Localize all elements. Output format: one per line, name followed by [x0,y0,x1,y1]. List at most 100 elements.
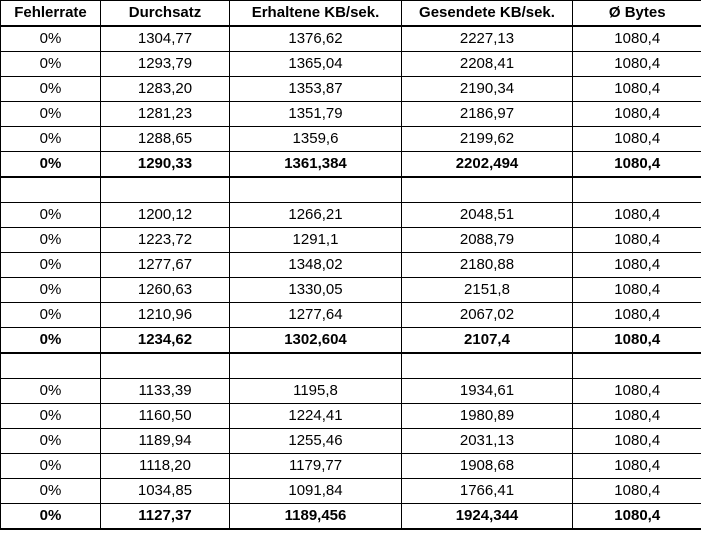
cell-erhaltene: 1091,84 [229,478,402,504]
spacer-row [0,352,701,379]
cell-gesendete: 2067,02 [401,302,573,328]
cell-bytes: 1080,4 [572,252,701,278]
cell-fehlerrate: 0% [0,478,101,504]
summary-cell-durchsatz: 1290,33 [100,151,230,178]
summary-cell-durchsatz: 1234,62 [100,327,230,354]
header-gesendete: Gesendete KB/sek. [401,0,573,27]
summary-cell-durchsatz: 1127,37 [100,503,230,530]
table-row: 0% 1260,63 1330,05 2151,8 1080,4 [0,277,701,303]
header-erhaltene: Erhaltene KB/sek. [229,0,402,27]
table-row: 0% 1304,77 1376,62 2227,13 1080,4 [0,25,701,52]
cell-gesendete: 2151,8 [401,277,573,303]
cell-fehlerrate: 0% [0,428,101,454]
cell-bytes: 1080,4 [572,126,701,152]
summary-row: 0% 1290,33 1361,384 2202,494 1080,4 [0,151,701,178]
empty-cell [100,352,230,379]
cell-bytes: 1080,4 [572,277,701,303]
cell-gesendete: 1908,68 [401,453,573,479]
cell-gesendete: 2227,13 [401,25,573,52]
cell-bytes: 1080,4 [572,478,701,504]
cell-fehlerrate: 0% [0,202,101,228]
empty-cell [229,352,402,379]
cell-fehlerrate: 0% [0,51,101,77]
cell-durchsatz: 1260,63 [100,277,230,303]
table-row: 0% 1283,20 1353,87 2190,34 1080,4 [0,76,701,102]
summary-row: 0% 1127,37 1189,456 1924,344 1080,4 [0,503,701,530]
cell-erhaltene: 1353,87 [229,76,402,102]
table-row: 0% 1293,79 1365,04 2208,41 1080,4 [0,51,701,77]
cell-gesendete: 2048,51 [401,202,573,228]
cell-durchsatz: 1034,85 [100,478,230,504]
cell-fehlerrate: 0% [0,227,101,253]
cell-fehlerrate: 0% [0,101,101,127]
summary-cell-erhaltene: 1302,604 [229,327,402,354]
cell-fehlerrate: 0% [0,277,101,303]
cell-bytes: 1080,4 [572,202,701,228]
cell-durchsatz: 1118,20 [100,453,230,479]
table-row: 0% 1189,94 1255,46 2031,13 1080,4 [0,428,701,454]
table-row: 0% 1160,50 1224,41 1980,89 1080,4 [0,403,701,429]
cell-erhaltene: 1277,64 [229,302,402,328]
table-row: 0% 1223,72 1291,1 2088,79 1080,4 [0,227,701,253]
cell-fehlerrate: 0% [0,252,101,278]
cell-durchsatz: 1293,79 [100,51,230,77]
table-row: 0% 1133,39 1195,8 1934,61 1080,4 [0,378,701,404]
empty-cell [401,176,573,203]
cell-gesendete: 2190,34 [401,76,573,102]
cell-erhaltene: 1255,46 [229,428,402,454]
table-row: 0% 1288,65 1359,6 2199,62 1080,4 [0,126,701,152]
summary-cell-erhaltene: 1361,384 [229,151,402,178]
cell-erhaltene: 1365,04 [229,51,402,77]
header-durchsatz: Durchsatz [100,0,230,27]
cell-fehlerrate: 0% [0,25,101,52]
cell-bytes: 1080,4 [572,25,701,52]
cell-gesendete: 1934,61 [401,378,573,404]
cell-gesendete: 2199,62 [401,126,573,152]
cell-gesendete: 1980,89 [401,403,573,429]
table-row: 0% 1034,85 1091,84 1766,41 1080,4 [0,478,701,504]
cell-erhaltene: 1195,8 [229,378,402,404]
cell-durchsatz: 1304,77 [100,25,230,52]
results-table: Fehlerrate Durchsatz Erhaltene KB/sek. G… [0,0,701,530]
header-fehlerrate: Fehlerrate [0,0,101,27]
cell-fehlerrate: 0% [0,76,101,102]
cell-erhaltene: 1224,41 [229,403,402,429]
empty-cell [0,176,101,203]
cell-fehlerrate: 0% [0,453,101,479]
empty-cell [572,352,701,379]
cell-gesendete: 2180,88 [401,252,573,278]
cell-durchsatz: 1160,50 [100,403,230,429]
empty-cell [0,352,101,379]
cell-durchsatz: 1277,67 [100,252,230,278]
cell-gesendete: 2186,97 [401,101,573,127]
header-bytes: Ø Bytes [572,0,701,27]
table-row: 0% 1277,67 1348,02 2180,88 1080,4 [0,252,701,278]
cell-durchsatz: 1200,12 [100,202,230,228]
cell-erhaltene: 1348,02 [229,252,402,278]
cell-erhaltene: 1351,79 [229,101,402,127]
cell-durchsatz: 1223,72 [100,227,230,253]
cell-bytes: 1080,4 [572,76,701,102]
cell-gesendete: 2208,41 [401,51,573,77]
summary-cell-gesendete: 1924,344 [401,503,573,530]
empty-cell [572,176,701,203]
cell-bytes: 1080,4 [572,101,701,127]
summary-cell-fehlerrate: 0% [0,327,101,354]
cell-durchsatz: 1283,20 [100,76,230,102]
cell-erhaltene: 1376,62 [229,25,402,52]
cell-gesendete: 1766,41 [401,478,573,504]
cell-bytes: 1080,4 [572,51,701,77]
cell-gesendete: 2031,13 [401,428,573,454]
table-row: 0% 1200,12 1266,21 2048,51 1080,4 [0,202,701,228]
summary-cell-gesendete: 2107,4 [401,327,573,354]
cell-fehlerrate: 0% [0,126,101,152]
summary-cell-bytes: 1080,4 [572,327,701,354]
table-row: 0% 1281,23 1351,79 2186,97 1080,4 [0,101,701,127]
cell-bytes: 1080,4 [572,428,701,454]
cell-erhaltene: 1330,05 [229,277,402,303]
cell-durchsatz: 1133,39 [100,378,230,404]
cell-bytes: 1080,4 [572,453,701,479]
cell-durchsatz: 1210,96 [100,302,230,328]
cell-durchsatz: 1288,65 [100,126,230,152]
summary-cell-fehlerrate: 0% [0,503,101,530]
